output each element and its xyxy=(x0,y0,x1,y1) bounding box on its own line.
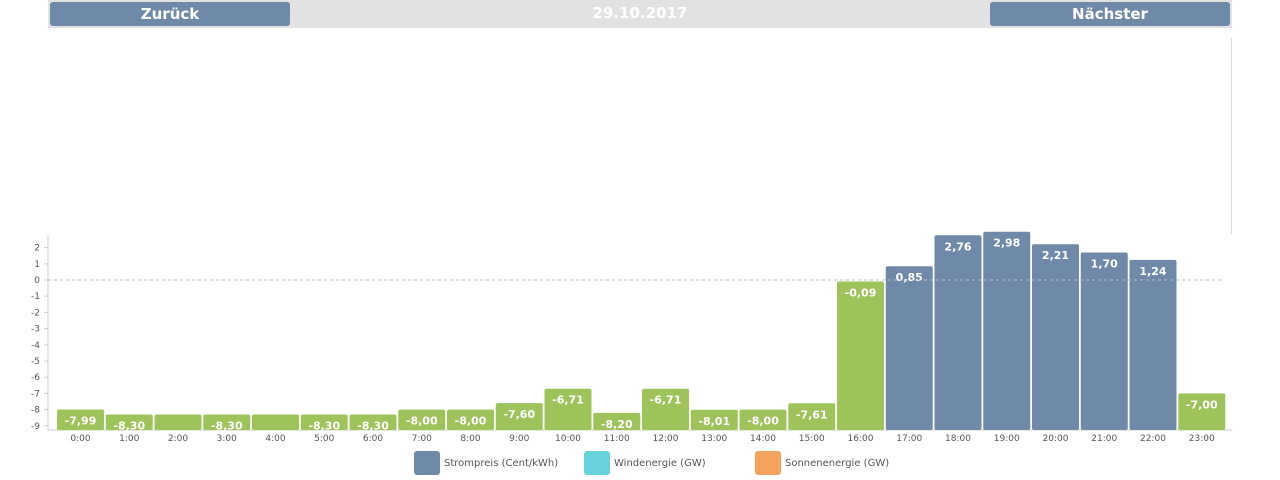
price-bar-chart: 2 1 0 -1 -2 -3 -4 -5 -6 -7 -8 -9 -7,99 0:00 -8,30 1:00 2… xyxy=(31,231,1232,444)
bar-3:00 xyxy=(203,414,251,430)
legend-swatch-solar xyxy=(755,451,781,475)
bar-22:00 xyxy=(1129,259,1177,430)
legend-item-solar[interactable]: Sonnenenergie (GW) xyxy=(755,451,889,475)
bar-value-label: 2,21 xyxy=(1042,249,1069,262)
bar-value-label: -0,09 xyxy=(845,286,877,299)
bar-value-label: -8,00 xyxy=(747,415,779,428)
bar-value-label: -7,60 xyxy=(503,408,535,421)
legend-label-solar: Sonnenenergie (GW) xyxy=(785,457,890,469)
y-tick-label: -2 xyxy=(31,308,40,318)
legend-swatch-price xyxy=(414,451,440,475)
bar-10:00 xyxy=(544,388,592,430)
bar-15:00 xyxy=(788,403,836,430)
y-tick-label: -9 xyxy=(31,422,40,432)
legend-label-price: Strompreis (Cent/kWh) xyxy=(444,457,559,469)
bar-value-label: 2,98 xyxy=(993,237,1020,250)
bar-4:00 xyxy=(252,414,299,430)
x-tick-label: 20:00 xyxy=(1043,434,1069,444)
x-tick-label: 5:00 xyxy=(314,434,334,444)
legend-swatch-wind xyxy=(584,451,610,475)
x-tick-label: 10:00 xyxy=(555,434,581,444)
bar-21:00 xyxy=(1080,252,1128,430)
bar-value-label: -8,00 xyxy=(455,415,487,428)
bar-17:00 xyxy=(885,266,933,430)
x-tick-label: 17:00 xyxy=(896,434,922,444)
x-tick-label: 4:00 xyxy=(265,434,285,444)
x-tick-label: 23:00 xyxy=(1189,434,1215,444)
x-tick-label: 8:00 xyxy=(460,434,480,444)
y-tick-label: -7 xyxy=(31,389,40,399)
bar-value-label: -7,61 xyxy=(796,408,828,421)
bar-9:00 xyxy=(495,403,543,430)
bar-14:00 xyxy=(739,409,787,430)
bar-value-label: -6,71 xyxy=(552,394,584,407)
legend-label-wind: Windenergie (GW) xyxy=(614,457,706,469)
bar-value-label: -6,71 xyxy=(650,394,682,407)
bar-19:00 xyxy=(983,231,1031,430)
x-tick-label: 3:00 xyxy=(217,434,237,444)
y-tick-label: 2 xyxy=(34,244,40,254)
y-tick-label: -4 xyxy=(31,341,40,351)
chart-legend: Strompreis (Cent/kWh) Windenergie (GW) S… xyxy=(0,451,1280,475)
x-tick-label: 14:00 xyxy=(750,434,776,444)
bar-0:00 xyxy=(57,409,104,430)
x-tick-label: 9:00 xyxy=(509,434,529,444)
bar-value-label: 0,85 xyxy=(896,271,923,284)
bar-value-label: -8,01 xyxy=(698,415,730,428)
y-tick-label: -3 xyxy=(31,325,40,335)
bar-2:00 xyxy=(154,414,202,430)
bar-value-label: -8,30 xyxy=(113,419,145,432)
bar-1:00 xyxy=(105,414,153,430)
bar-6:00 xyxy=(349,414,397,430)
y-tick-label: -1 xyxy=(31,292,40,302)
bar-5:00 xyxy=(300,414,348,430)
x-tick-label: 16:00 xyxy=(848,434,874,444)
bar-23:00 xyxy=(1178,393,1226,430)
x-tick-label: 1:00 xyxy=(119,434,139,444)
next-button[interactable]: Nächster xyxy=(990,2,1230,26)
bar-value-label: -7,99 xyxy=(65,414,97,427)
divider-line xyxy=(1231,38,1232,234)
x-tick-label: 13:00 xyxy=(701,434,727,444)
x-tick-label: 6:00 xyxy=(363,434,383,444)
y-tick-label: 1 xyxy=(34,260,40,270)
x-tick-label: 2:00 xyxy=(168,434,188,444)
bar-value-label: 1,24 xyxy=(1139,265,1166,278)
legend-item-price[interactable]: Strompreis (Cent/kWh) xyxy=(414,451,558,475)
x-tick-label: 11:00 xyxy=(604,434,630,444)
date-label: 29.10.2017 xyxy=(592,4,688,22)
bar-value-label: -8,30 xyxy=(211,419,243,432)
bar-value-label: -8,00 xyxy=(406,415,438,428)
legend-item-wind[interactable]: Windenergie (GW) xyxy=(584,451,706,475)
bar-13:00 xyxy=(690,409,738,430)
x-tick-label: 12:00 xyxy=(653,434,679,444)
bar-value-label: -7,00 xyxy=(1186,398,1218,411)
bar-value-label: -8,30 xyxy=(308,419,340,432)
x-tick-label: 22:00 xyxy=(1140,434,1166,444)
bar-value-label: -8,20 xyxy=(601,418,633,431)
y-tick-label: -5 xyxy=(31,357,40,367)
bar-11:00 xyxy=(593,412,641,430)
x-tick-label: 7:00 xyxy=(412,434,432,444)
bar-7:00 xyxy=(398,409,446,430)
bar-8:00 xyxy=(447,409,494,430)
y-tick-label: -6 xyxy=(31,373,40,383)
bar-value-label: 1,70 xyxy=(1091,257,1118,270)
x-tick-label: 19:00 xyxy=(994,434,1020,444)
bar-16:00 xyxy=(837,281,884,430)
y-tick-label: 0 xyxy=(34,276,40,286)
y-tick-label: -8 xyxy=(31,406,40,416)
x-tick-label: 15:00 xyxy=(799,434,825,444)
bar-value-label: -8,30 xyxy=(357,419,389,432)
back-button[interactable]: Zurück xyxy=(50,2,290,26)
bar-18:00 xyxy=(934,235,982,430)
x-tick-label: 18:00 xyxy=(945,434,971,444)
x-tick-label: 21:00 xyxy=(1091,434,1117,444)
bar-20:00 xyxy=(1032,244,1079,430)
bar-value-label: 2,76 xyxy=(944,240,971,253)
x-tick-label: 0:00 xyxy=(70,434,90,444)
bar-12:00 xyxy=(642,388,689,430)
